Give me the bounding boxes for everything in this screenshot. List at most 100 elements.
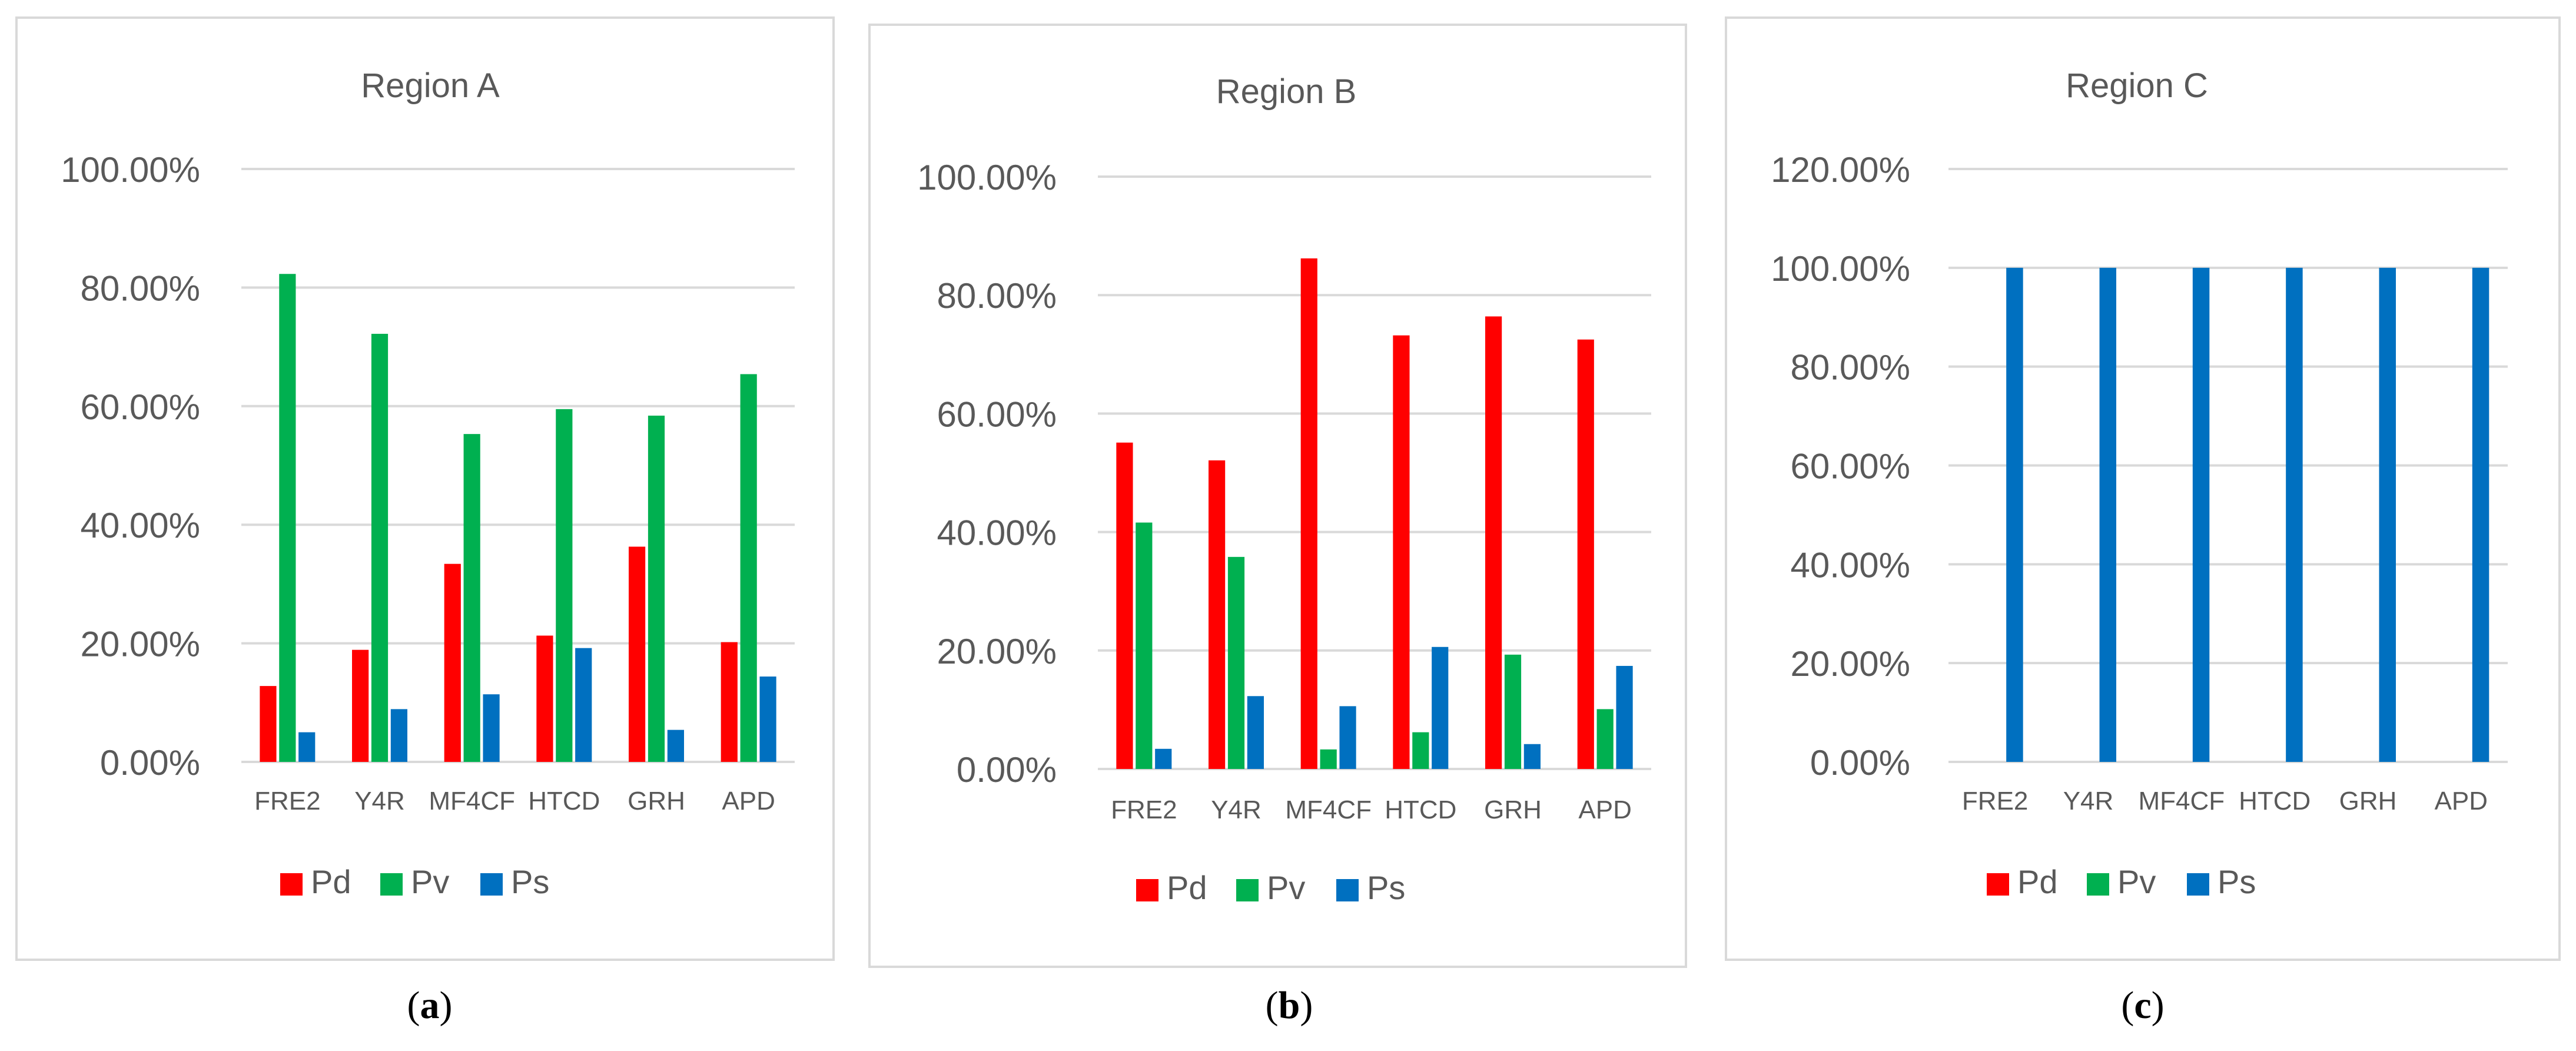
x-tick-label: APD xyxy=(722,787,775,815)
x-tick-label: FRE2 xyxy=(1962,787,2028,815)
x-tick-label: FRE2 xyxy=(1111,795,1177,824)
bar-pd-fre2 xyxy=(1116,442,1133,769)
bar-ps-fre2 xyxy=(298,732,316,762)
x-tick-label: MF4CF xyxy=(429,787,515,815)
x-tick-label: GRH xyxy=(1484,795,1542,824)
bar-ps-htcd xyxy=(1432,646,1449,769)
bar-ps-htcd xyxy=(2286,267,2303,762)
bar-ps-htcd xyxy=(575,648,592,762)
y-tick-label: 60.00% xyxy=(937,394,1057,434)
bar-ps-fre2 xyxy=(1155,748,1172,769)
bar-pv-y4r xyxy=(1227,556,1245,769)
bar-ps-y4r xyxy=(2099,267,2116,762)
y-tick-label: 80.00% xyxy=(81,268,201,308)
x-tick-label: HTCD xyxy=(2239,787,2311,815)
legend-label-ps: Ps xyxy=(2218,863,2256,900)
bar-ps-y4r xyxy=(1247,696,1264,769)
bar-pd-htcd xyxy=(536,635,553,762)
bar-ps-y4r xyxy=(390,709,407,762)
legend-swatch-pd xyxy=(280,873,303,896)
bar-pv-htcd xyxy=(1412,732,1429,769)
y-tick-label: 40.00% xyxy=(1791,545,1911,585)
y-tick-label: 0.00% xyxy=(100,743,200,783)
x-tick-label: Y4R xyxy=(1211,795,1262,824)
x-tick-label: HTCD xyxy=(528,787,600,815)
bar-pd-grh xyxy=(629,546,646,762)
y-tick-label: 20.00% xyxy=(937,632,1057,671)
bar-pd-apd xyxy=(721,642,738,762)
panel-c-frame xyxy=(1725,16,2561,961)
legend-label-pd: Pd xyxy=(311,863,351,900)
bar-pd-mf4cf xyxy=(1300,258,1317,769)
caption-b: (b) xyxy=(1265,984,1313,1027)
bar-pv-fre2 xyxy=(279,274,296,762)
y-tick-label: 20.00% xyxy=(81,625,201,664)
caption-a: (a) xyxy=(407,984,453,1027)
bar-ps-apd xyxy=(2472,267,2489,762)
y-tick-label: 100.00% xyxy=(1771,249,1910,289)
y-tick-label: 80.00% xyxy=(1791,348,1911,387)
bar-ps-mf4cf xyxy=(483,694,500,762)
bar-pv-htcd xyxy=(556,409,573,762)
y-tick-label: 100.00% xyxy=(61,150,200,190)
x-tick-label: APD xyxy=(1578,795,1631,824)
x-tick-label: MF4CF xyxy=(1285,795,1372,824)
legend-swatch-pd xyxy=(1136,879,1158,901)
bar-pv-mf4cf xyxy=(1320,749,1337,769)
y-tick-label: 40.00% xyxy=(81,506,201,545)
legend-label-pd: Pd xyxy=(2017,863,2058,900)
legend-label-ps: Ps xyxy=(1367,869,1405,906)
x-tick-label: HTCD xyxy=(1385,795,1456,824)
panel-b-frame xyxy=(868,24,1687,968)
legend-label-pv: Pv xyxy=(411,863,449,900)
legend-label-pd: Pd xyxy=(1167,869,1207,906)
x-tick-label: APD xyxy=(2435,787,2488,815)
bar-ps-mf4cf xyxy=(2192,267,2210,762)
bar-pd-apd xyxy=(1577,339,1594,769)
legend-label-pv: Pv xyxy=(2117,863,2156,900)
chart-title: Region A xyxy=(361,67,500,105)
bar-ps-apd xyxy=(759,676,776,762)
chart-2: Region B 0.00% 20.00% 40.00% 60.00% 80.00% 100… xyxy=(917,72,1651,906)
bar-pv-grh xyxy=(648,415,665,762)
x-tick-label: GRH xyxy=(628,787,685,815)
x-tick-label: Y4R xyxy=(2063,787,2114,815)
legend-swatch-pv xyxy=(2087,873,2109,896)
y-tick-label: 60.00% xyxy=(81,387,201,427)
legend-label-pv: Pv xyxy=(1267,869,1305,906)
chart-3: Region C 0.00% 20.00% 40.00% 60.00% 80.00% 100… xyxy=(1771,67,2508,900)
bar-pd-grh xyxy=(1485,316,1502,769)
legend-swatch-ps xyxy=(480,873,503,896)
x-tick-label: GRH xyxy=(2339,787,2397,815)
bar-pv-y4r xyxy=(371,333,389,762)
bar-pd-fre2 xyxy=(260,686,277,762)
y-tick-label: 60.00% xyxy=(1791,447,1911,486)
chart-1: Region A 0.00% 20.00% 40.00% 60.00% 80.00% 100… xyxy=(61,67,795,900)
legend-swatch-pv xyxy=(380,873,403,896)
y-tick-label: 0.00% xyxy=(957,750,1057,790)
y-tick-label: 120.00% xyxy=(1771,150,1910,190)
bar-pv-apd xyxy=(740,374,757,762)
chart-title: Region B xyxy=(1216,72,1357,111)
x-tick-label: Y4R xyxy=(354,787,405,815)
x-tick-label: MF4CF xyxy=(2139,787,2225,815)
legend-label-ps: Ps xyxy=(511,863,549,900)
legend-swatch-ps xyxy=(1336,879,1359,901)
legend-swatch-ps xyxy=(2187,873,2209,896)
chart-title: Region C xyxy=(2066,67,2208,105)
x-tick-label: FRE2 xyxy=(254,787,320,815)
bar-pd-htcd xyxy=(1393,335,1410,769)
bar-ps-mf4cf xyxy=(1339,706,1356,769)
panel-a-frame xyxy=(15,16,835,961)
bar-pd-y4r xyxy=(1209,460,1226,769)
legend-swatch-pv xyxy=(1236,879,1259,901)
y-tick-label: 80.00% xyxy=(937,276,1057,316)
y-tick-label: 0.00% xyxy=(1810,743,1910,783)
bar-pd-y4r xyxy=(352,649,369,762)
bar-pv-grh xyxy=(1504,654,1522,769)
bar-ps-apd xyxy=(1616,665,1633,769)
bar-pd-mf4cf xyxy=(444,563,461,762)
bar-pv-mf4cf xyxy=(463,434,480,762)
